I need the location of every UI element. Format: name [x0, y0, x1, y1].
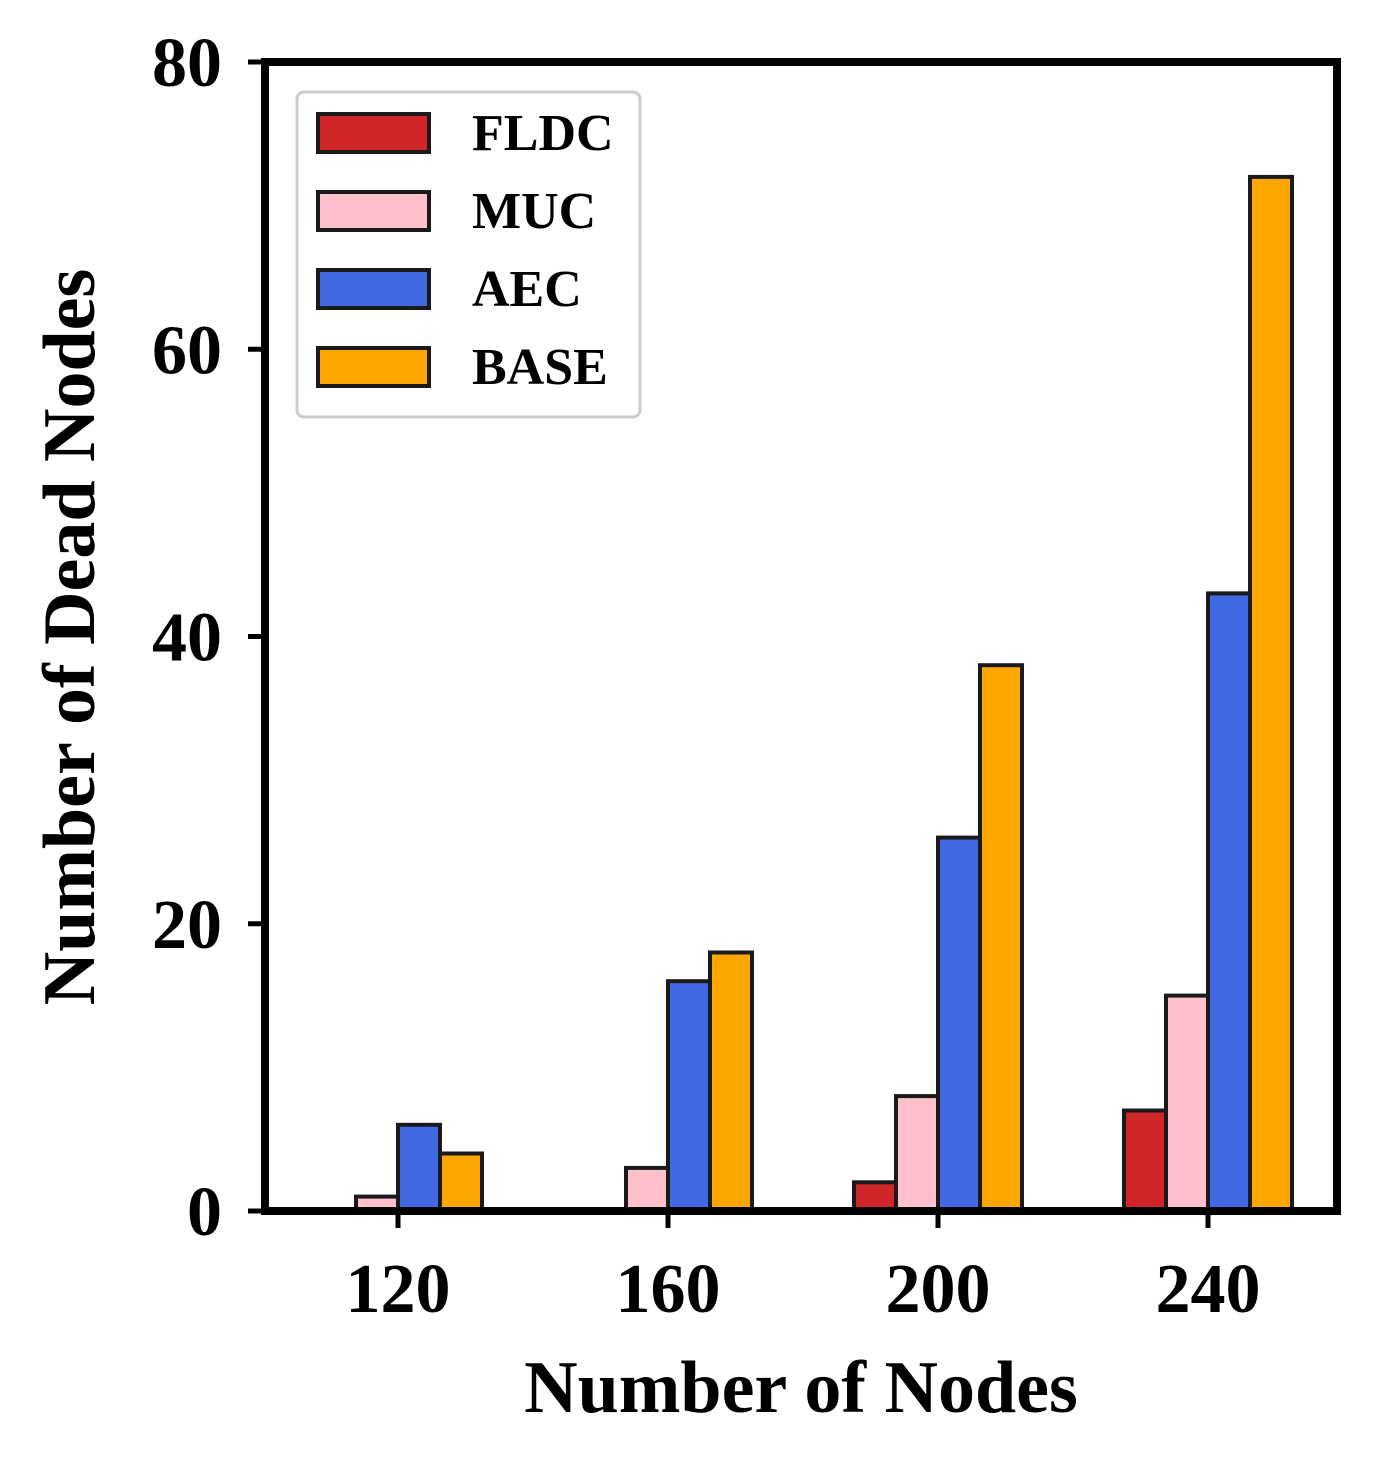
legend-label-fldc: FLDC — [472, 105, 614, 162]
x-axis-label: Number of Nodes — [524, 1347, 1078, 1429]
bar-muc-200 — [894, 1094, 940, 1213]
legend-label-base: BASE — [472, 339, 608, 396]
bar-fldc-200 — [852, 1180, 898, 1214]
y-axis-label: Number of Dead Nodes — [29, 269, 111, 1006]
legend-items: FLDC MUC AEC BASE — [316, 105, 614, 396]
legend-frame — [295, 90, 642, 419]
x-tick-label: 240 — [1156, 1251, 1261, 1328]
legend-label-muc: MUC — [472, 183, 596, 240]
bar-base-240 — [1248, 174, 1294, 1213]
legend-label-aec: AEC — [472, 261, 582, 318]
bar-base-200 — [978, 663, 1024, 1213]
legend-swatch-aec — [316, 268, 431, 310]
bar-muc-160 — [624, 1165, 670, 1214]
x-tick-label: 160 — [616, 1251, 721, 1328]
bar-muc-240 — [1164, 993, 1210, 1213]
y-tick-label: 60 — [152, 312, 222, 389]
y-tick-label: 0 — [187, 1174, 222, 1251]
bar-aec-120 — [396, 1122, 442, 1214]
legend: FLDC MUC AEC BASE — [295, 90, 642, 419]
y-tick-label: 40 — [152, 600, 222, 677]
bar-aec-240 — [1206, 591, 1252, 1213]
x-axis-ticks: 120 160 200 240 — [346, 1211, 1261, 1328]
bar-base-160 — [708, 950, 754, 1213]
bar-aec-200 — [936, 835, 982, 1213]
legend-swatch-fldc — [316, 112, 431, 154]
y-axis-ticks: 0 20 40 60 80 — [152, 25, 265, 1251]
x-tick-label: 120 — [346, 1251, 451, 1328]
legend-swatch-muc — [316, 190, 431, 232]
bar-base-120 — [438, 1151, 484, 1213]
bars-layer — [354, 174, 1294, 1214]
bar-aec-160 — [666, 979, 712, 1214]
bar-fldc-240 — [1122, 1108, 1168, 1213]
x-tick-label: 200 — [886, 1251, 991, 1328]
y-tick-label: 80 — [152, 25, 222, 102]
y-tick-label: 20 — [152, 887, 222, 964]
legend-swatch-base — [316, 346, 431, 388]
